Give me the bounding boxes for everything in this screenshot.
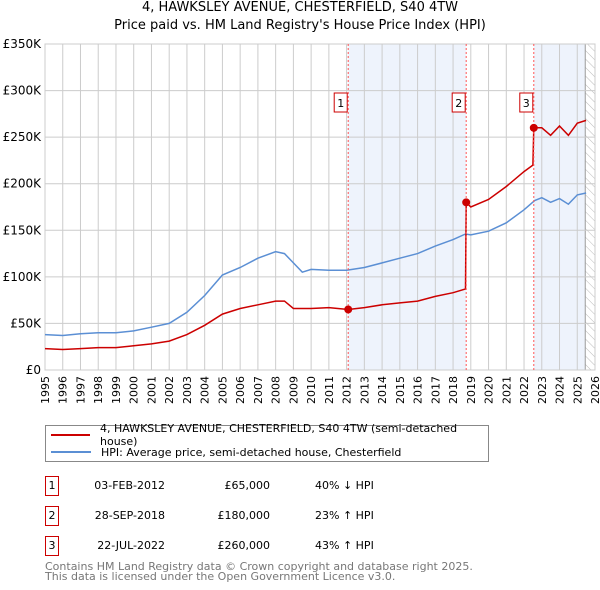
x-tick-label: 2023 bbox=[536, 376, 549, 404]
footer-licence: This data is licensed under the Open Gov… bbox=[45, 570, 396, 583]
x-tick-label: 2020 bbox=[483, 376, 496, 404]
y-tick-label: £150K bbox=[3, 223, 43, 237]
sale-label-box bbox=[519, 92, 534, 113]
legend-label-property: 4, HAWKSLEY AVENUE, CHESTERFIELD, S40 4T… bbox=[100, 422, 458, 448]
x-tick-label: 2006 bbox=[234, 376, 247, 404]
sale-label: 2 bbox=[455, 97, 462, 110]
sale-hpi-diff: 40% ↓ HPI bbox=[315, 479, 374, 492]
sale-point bbox=[344, 305, 353, 314]
x-tick-label: 2008 bbox=[270, 376, 283, 404]
y-tick-label: £50K bbox=[10, 316, 42, 330]
shaded-period bbox=[348, 44, 467, 370]
x-tick-label: 2018 bbox=[447, 376, 460, 404]
table-row: 1 03-FEB-2012 £65,000 40% ↓ HPI bbox=[45, 476, 445, 496]
future-hatched-region bbox=[585, 44, 595, 370]
x-tick-label: 2011 bbox=[323, 376, 336, 404]
sale-point bbox=[529, 123, 538, 132]
x-tick-label: 2013 bbox=[358, 376, 371, 404]
legend-item-property: 4, HAWKSLEY AVENUE, CHESTERFIELD, S40 4T… bbox=[46, 422, 488, 448]
sale-date: 03-FEB-2012 bbox=[94, 479, 165, 492]
x-tick-label: 2019 bbox=[465, 376, 478, 404]
x-tick-label: 2015 bbox=[394, 376, 407, 404]
x-tick-label: 2001 bbox=[145, 376, 158, 404]
price-chart: 1 2 3 1995 1996 1997 1998 1999 2000 2001 2002 2003 2… bbox=[3, 37, 600, 404]
sale-price: £180,000 bbox=[217, 509, 271, 522]
x-tick-label: 1997 bbox=[74, 376, 87, 404]
sale-hpi-diff: 23% ↑ HPI bbox=[315, 509, 374, 522]
sale-point bbox=[462, 198, 471, 207]
x-tick-label: 2024 bbox=[554, 376, 567, 404]
x-tick-label: 2026 bbox=[589, 376, 600, 404]
legend: 4, HAWKSLEY AVENUE, CHESTERFIELD, S40 4T… bbox=[45, 422, 489, 462]
legend-swatch-blue bbox=[51, 451, 91, 453]
x-tick-label: 1996 bbox=[57, 376, 70, 404]
sale-number-badge: 1 bbox=[45, 476, 59, 496]
y-tick-label: £250K bbox=[3, 130, 43, 144]
legend-label-hpi: HPI: Average price, semi-detached house,… bbox=[101, 445, 402, 459]
y-tick-label: £100K bbox=[3, 270, 43, 284]
plot-border bbox=[44, 43, 596, 371]
legend-swatch-red bbox=[51, 434, 90, 436]
sale-date: 28-SEP-2018 bbox=[94, 509, 165, 522]
x-tick-label: 2012 bbox=[341, 376, 354, 404]
x-tick-label: 2003 bbox=[181, 376, 194, 404]
sale-label: 3 bbox=[523, 97, 530, 110]
x-tick-label: 2002 bbox=[163, 376, 176, 404]
sale-price: £65,000 bbox=[224, 479, 271, 492]
y-tick-label: £0 bbox=[26, 363, 41, 377]
x-tick-label: 2025 bbox=[571, 376, 584, 404]
chart-subtitle: Price paid vs. HM Land Registry's House … bbox=[114, 18, 486, 33]
x-tick-label: 1998 bbox=[92, 376, 105, 404]
property-series-line bbox=[44, 119, 587, 351]
x-tick-label: 1995 bbox=[39, 376, 52, 404]
sale-label: 1 bbox=[337, 97, 344, 110]
hpi-series-line bbox=[44, 192, 587, 337]
table-row: 2 28-SEP-2018 £180,000 23% ↑ HPI bbox=[45, 506, 445, 526]
footer-copyright: Contains HM Land Registry data © Crown c… bbox=[45, 560, 473, 573]
legend-item-hpi: HPI: Average price, semi-detached house,… bbox=[46, 444, 401, 460]
x-tick-label: 2021 bbox=[500, 376, 513, 404]
x-tick-label: 2009 bbox=[287, 376, 300, 404]
x-tick-label: 2022 bbox=[518, 376, 531, 404]
x-tick-label: 2014 bbox=[376, 376, 389, 404]
y-tick-label: £350K bbox=[3, 37, 43, 51]
sale-label-box bbox=[451, 92, 466, 113]
sale-date: 22-JUL-2022 bbox=[97, 539, 165, 552]
table-row: 3 22-JUL-2022 £260,000 43% ↑ HPI bbox=[45, 536, 445, 556]
sale-price: £260,000 bbox=[217, 539, 271, 552]
x-tick-label: 2010 bbox=[305, 376, 318, 404]
chart-title: 4, HAWKSLEY AVENUE, CHESTERFIELD, S40 4T… bbox=[141, 0, 459, 15]
x-tick-label: 2007 bbox=[252, 376, 265, 404]
sale-hpi-diff: 43% ↑ HPI bbox=[315, 539, 374, 552]
x-tick-label: 2004 bbox=[199, 376, 212, 404]
sale-number-badge: 2 bbox=[45, 506, 59, 526]
x-tick-label: 2005 bbox=[216, 376, 229, 404]
sale-number-badge: 3 bbox=[45, 536, 59, 556]
y-tick-label: £200K bbox=[3, 177, 43, 191]
x-tick-label: 2017 bbox=[429, 376, 442, 404]
sale-label-box bbox=[333, 92, 348, 113]
y-tick-label: £300K bbox=[3, 84, 43, 98]
x-tick-label: 2016 bbox=[412, 376, 425, 404]
x-tick-label: 2000 bbox=[128, 376, 141, 404]
x-tick-label: 1999 bbox=[110, 376, 123, 404]
